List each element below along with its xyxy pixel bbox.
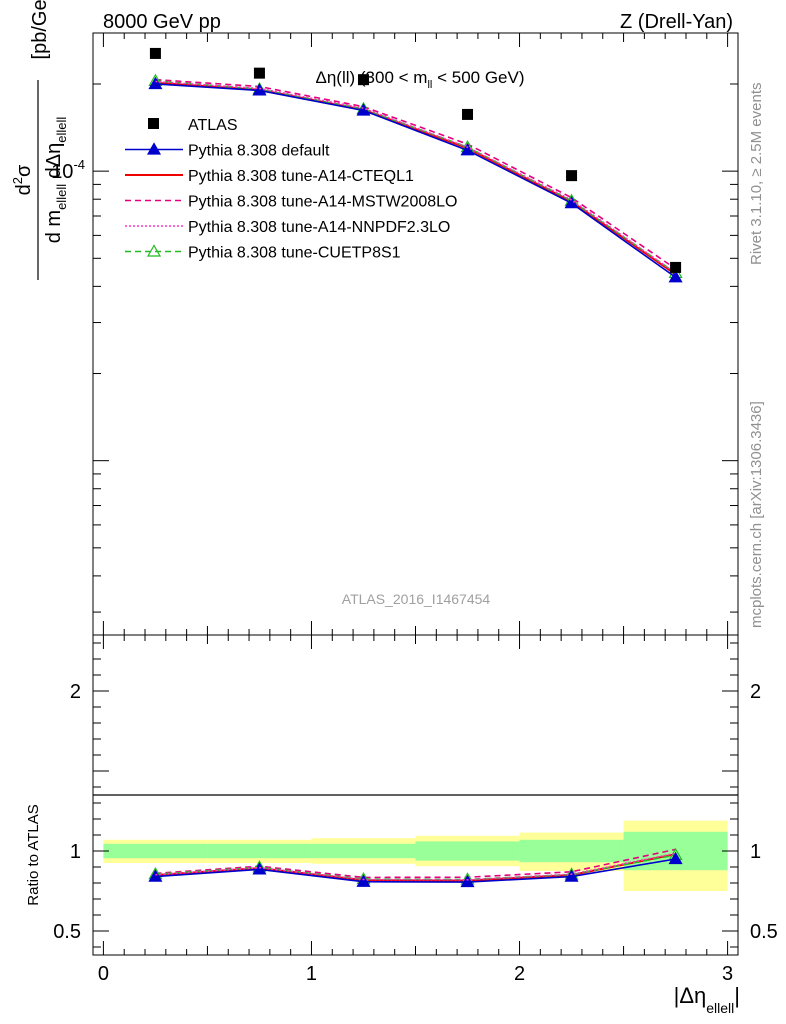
legend-marker [148,118,159,129]
ratio-series-marker [564,869,579,882]
main-series-marker [252,83,267,96]
uncertainty-band-inner [207,843,312,859]
y-tick-label: 10-4 [51,157,85,183]
ylabel-unit: [pb/GeV] [29,0,51,59]
analysis-watermark: ATLAS_2016_I1467454 [342,591,491,607]
main-atlas-point [462,108,474,120]
ratio-series-line [155,848,676,879]
rivet-label: Rivet 3.1.10, ≥ 2.5M events [748,83,765,266]
legend-marker [146,244,162,257]
ylabel-part: d m [43,210,65,243]
xlabel-part: ellell [706,1000,734,1016]
main-atlas-point [566,170,578,182]
header-right: Z (Drell-Yan) [620,11,733,33]
xlabel-text: |Δηellell| [674,983,740,1016]
ratio-series-line [155,852,676,881]
uncertainty-band-inner [103,843,208,859]
ylabel-part: 2 [10,177,25,184]
x-tick-label: 3 [722,963,733,985]
legend-label: Pythia 8.308 tune-CUETP8S1 [188,245,401,262]
ylabel-part: d [13,184,35,195]
main-atlas-point [670,261,682,273]
ylabel-part: σ [13,164,35,177]
x-axis-label: |Δηellell| [674,983,740,1016]
ylabel-part: ellell [54,184,69,210]
ratio-y-tick-label-right: 1 [750,841,761,863]
mcplots-label: mcplots.cern.ch [arXiv:1306.3436] [748,401,765,628]
ylabel-numerator: d2σ [10,164,35,195]
legend-label: Pythia 8.308 tune-A14-MSTW2008LO [188,194,457,211]
legend-label: ATLAS [188,117,238,134]
main-series-marker [148,76,163,90]
main-atlas-point [149,47,161,59]
uncertainty-band-inner [311,843,416,859]
ratio-series-group [148,847,683,888]
ratio-series-marker [460,874,475,888]
main-series-group [148,47,683,283]
main-series-line [155,80,677,274]
xlabel-part: |Δη [674,983,707,1008]
ylabel-denominator: d mellell dΔηellell [43,117,69,244]
main-series-marker [668,270,683,283]
title-part: < 500 GeV) [432,68,524,87]
ratio-y-tick-label: 1 [70,841,81,863]
xlabel-part: | [734,983,740,1008]
legend-label: Pythia 8.308 default [188,143,330,160]
ratio-series-marker [148,869,163,882]
main-atlas-point [253,67,265,79]
legend-marker [146,142,162,155]
title-part: Δη(ll) (300 < m [315,68,427,87]
uncertainty-band-inner [415,841,520,861]
x-tick-label: 1 [306,963,317,985]
ratio-y-tick-label: 0.5 [53,921,81,943]
ratio-y-tick-label: 2 [70,681,81,703]
y-tick-exp: -4 [73,157,85,172]
ratio-series-line [155,858,676,883]
ratio-ylabel: Ratio to ATLAS [25,804,42,905]
ylabel-part: dΔη [43,143,65,184]
ylabel-part: ellell [54,117,69,143]
legend-label: Pythia 8.308 tune-A14-CTEQL1 [188,168,414,185]
x-tick-label: 0 [98,963,109,985]
plot-title: Δη(ll) (300 < mll < 500 GeV) [315,68,524,91]
ratio-series-marker [356,874,371,887]
title-sub: ll [427,79,432,91]
y-tick-base: 10 [51,161,73,183]
header-left: 8000 GeV pp [103,11,221,33]
main-atlas-point [357,74,369,86]
legend: ATLAS Pythia 8.308 default Pythia 8.308 tu… [125,117,457,262]
ratio-series-marker [668,851,683,865]
x-tick-label: 2 [514,963,525,985]
ratio-series-marker [252,862,267,875]
main-series-line [155,78,677,270]
ratio-y-tick-label-right: 0.5 [750,921,778,943]
ratio-y-tick-label-right: 2 [750,681,761,703]
uncertainty-band-inner [519,839,624,863]
legend-label: Pythia 8.308 tune-A14-NNPDF2.3LO [188,219,450,236]
main-series-line [155,83,677,278]
